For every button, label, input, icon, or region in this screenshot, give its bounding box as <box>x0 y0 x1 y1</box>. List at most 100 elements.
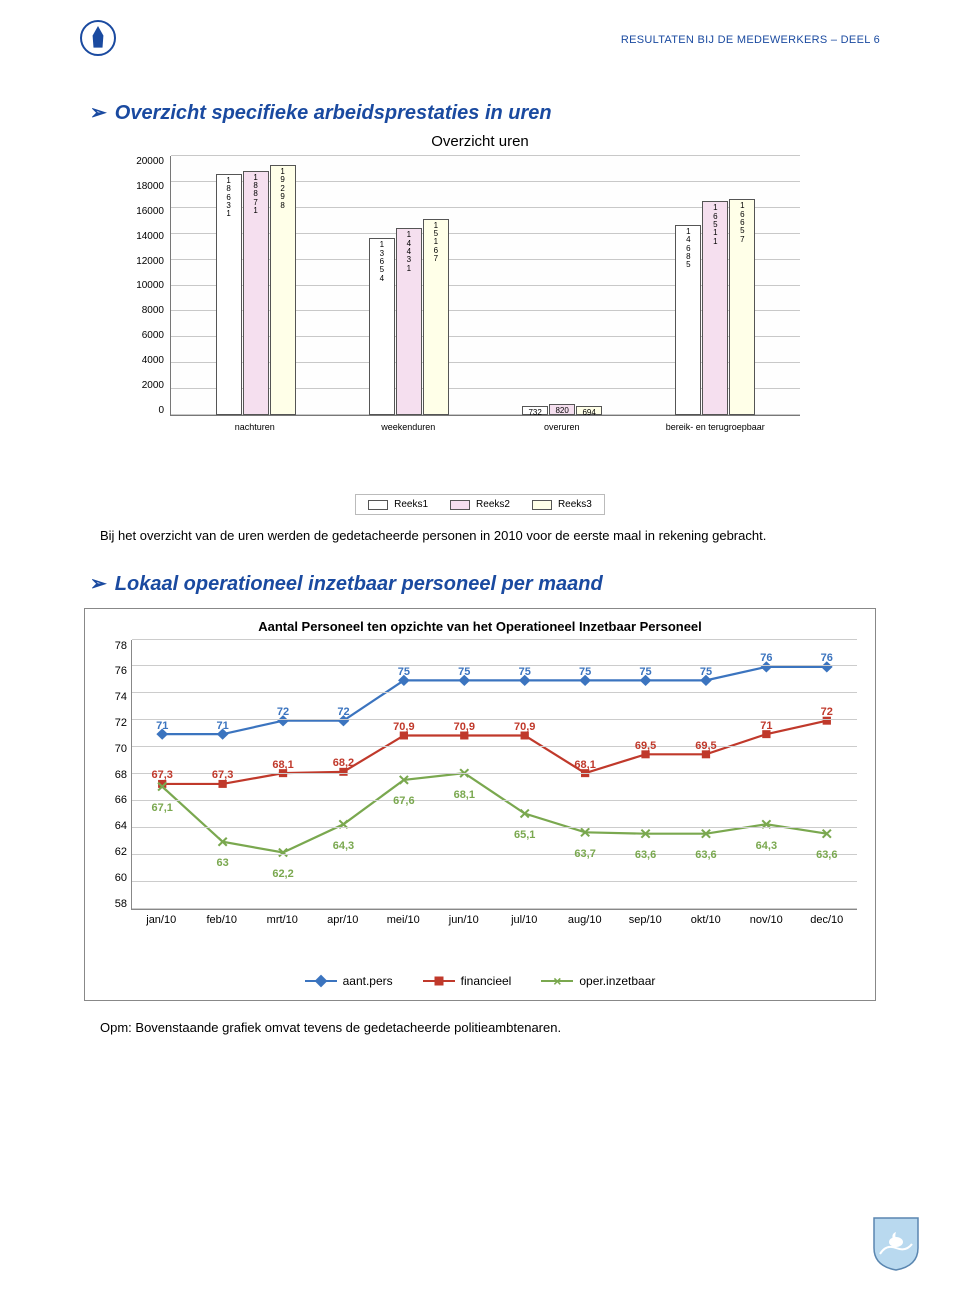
bar-xtick: overuren <box>485 422 639 432</box>
bar-value-label: 1 4 4 3 1 <box>397 231 421 273</box>
line-data-label: 71 <box>217 720 229 732</box>
bar: 1 8 8 7 1 <box>243 171 269 415</box>
line-xtick: feb/10 <box>192 914 253 926</box>
legend-swatch: × <box>541 974 573 988</box>
line-data-label: 68,2 <box>333 757 354 769</box>
line-data-label: 63,7 <box>574 848 595 860</box>
line-xtick: jan/10 <box>131 914 192 926</box>
bar-xtick: bereik- en terugroepbaar <box>639 422 793 432</box>
bullet-arrow-icon: ➢ <box>90 100 107 125</box>
line-xtick: mei/10 <box>373 914 434 926</box>
bar-chart-plot: 1 8 6 3 11 8 8 7 11 9 2 9 81 3 6 5 41 4 … <box>170 156 800 416</box>
section2-heading-text: Lokaal operationeel inzetbaar personeel … <box>115 573 603 596</box>
bar-group: 1 8 6 3 11 8 8 7 11 9 2 9 8 <box>216 156 296 415</box>
bar-value-label: 1 8 6 3 1 <box>217 177 241 219</box>
bar-chart-legend: Reeks1Reeks2Reeks3 <box>355 494 605 515</box>
line-ytick: 66 <box>115 794 127 806</box>
line-ytick: 58 <box>115 898 127 910</box>
line-data-label: 75 <box>700 666 712 678</box>
line-data-label: 75 <box>398 666 410 678</box>
line-chart-container: Aantal Personeel ten opzichte van het Op… <box>84 608 876 1001</box>
bar-ytick: 10000 <box>136 280 164 291</box>
line-data-label: 69,5 <box>635 740 656 752</box>
line-data-label: 67,3 <box>212 769 233 781</box>
bar-ytick: 18000 <box>136 181 164 192</box>
legend-swatch <box>368 500 388 510</box>
line-chart-legend: aant.persfinancieel×oper.inzetbaar <box>103 974 857 988</box>
bar-chart-yaxis: 2000018000160001400012000100008000600040… <box>120 156 170 416</box>
bar-value-label: 1 6 6 5 7 <box>730 202 754 244</box>
bar-value-label: 1 4 6 8 5 <box>676 228 700 270</box>
bar-ytick: 20000 <box>136 156 164 167</box>
line-data-label: 68,1 <box>574 759 595 771</box>
bar-ytick: 16000 <box>136 206 164 217</box>
line-data-label: 70,9 <box>454 721 475 733</box>
line-data-label: 72 <box>337 706 349 718</box>
bar-value-label: 1 8 8 7 1 <box>244 174 268 216</box>
bar-ytick: 0 <box>158 405 164 416</box>
legend-label: oper.inzetbaar <box>579 974 655 988</box>
line-data-label: 72 <box>277 706 289 718</box>
bar: 820 <box>549 404 575 415</box>
bar-chart-title: Overzicht uren <box>80 133 880 150</box>
line-data-label: 63,6 <box>635 849 656 861</box>
legend-swatch <box>305 974 337 988</box>
line-data-label: 71 <box>156 720 168 732</box>
line-xtick: jun/10 <box>434 914 495 926</box>
line-data-label: 75 <box>458 666 470 678</box>
line-data-label: 71 <box>760 720 772 732</box>
line-xtick: apr/10 <box>313 914 374 926</box>
line-ytick: 62 <box>115 846 127 858</box>
line-data-label: 63,6 <box>816 849 837 861</box>
line-ytick: 72 <box>115 717 127 729</box>
line-data-label: 67,1 <box>151 802 172 814</box>
line-data-label: 76 <box>760 652 772 664</box>
line-ytick: 76 <box>115 665 127 677</box>
legend-swatch <box>423 974 455 988</box>
legend-item: Reeks3 <box>532 499 592 510</box>
bar-value-label: 694 <box>577 409 601 417</box>
line-data-label: 72 <box>821 706 833 718</box>
bar: 1 8 6 3 1 <box>216 174 242 415</box>
bar-group: 1 3 6 5 41 4 4 3 11 5 1 6 7 <box>369 156 449 415</box>
bar: 694 <box>576 406 602 415</box>
bar-value-label: 1 3 6 5 4 <box>370 241 394 283</box>
bar-xtick: nachturen <box>178 422 332 432</box>
line-data-label: 65,1 <box>514 829 535 841</box>
legend-swatch <box>450 500 470 510</box>
legend-label: Reeks3 <box>558 499 592 510</box>
line-xtick: jul/10 <box>494 914 555 926</box>
line-data-label: 69,5 <box>695 740 716 752</box>
legend-item: Reeks1 <box>368 499 428 510</box>
page: RESULTATEN BIJ DE MEDEWERKERS – DEEL 6 ➢… <box>0 0 960 1290</box>
line-data-label: 75 <box>519 666 531 678</box>
bar-ytick: 2000 <box>142 380 164 391</box>
line-chart-plot: 71717272757575757575767667,367,368,168,2… <box>131 640 857 910</box>
section1-heading: ➢ Overzicht specifieke arbeidsprestaties… <box>90 100 880 125</box>
line-xtick: mrt/10 <box>252 914 313 926</box>
line-xtick: okt/10 <box>676 914 737 926</box>
bar-chart-xaxis: nachturenweekendurenoverurenbereik- en t… <box>170 418 800 432</box>
line-xtick: aug/10 <box>555 914 616 926</box>
line-data-label: 68,1 <box>272 759 293 771</box>
line-ytick: 70 <box>115 743 127 755</box>
bar-group: 1 4 6 8 51 6 5 1 11 6 6 5 7 <box>675 156 755 415</box>
line-chart: 7876747270686664626058 71717272757575757… <box>103 640 857 940</box>
line-data-label: 68,1 <box>454 789 475 801</box>
line-data-label: 63,6 <box>695 849 716 861</box>
legend-item: aant.pers <box>305 974 393 988</box>
legend-item: × oper.inzetbaar <box>541 974 655 988</box>
line-chart-yaxis: 7876747270686664626058 <box>103 640 131 910</box>
bar: 732 <box>522 406 548 415</box>
legend-label: aant.pers <box>343 974 393 988</box>
bar-value-label: 1 5 1 6 7 <box>424 222 448 264</box>
police-logo <box>80 20 120 60</box>
bar-value-label: 732 <box>523 409 547 417</box>
line-data-label: 63 <box>217 857 229 869</box>
bar-group: 732820694 <box>522 156 602 415</box>
line-chart-xaxis: jan/10feb/10mrt/10apr/10mei/10jun/10jul/… <box>131 914 857 926</box>
bar-ytick: 6000 <box>142 330 164 341</box>
line-ytick: 64 <box>115 820 127 832</box>
line-data-label: 67,3 <box>151 769 172 781</box>
bar-ytick: 8000 <box>142 305 164 316</box>
